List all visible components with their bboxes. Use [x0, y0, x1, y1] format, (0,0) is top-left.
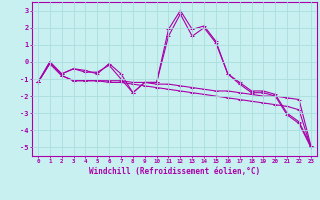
- X-axis label: Windchill (Refroidissement éolien,°C): Windchill (Refroidissement éolien,°C): [89, 167, 260, 176]
